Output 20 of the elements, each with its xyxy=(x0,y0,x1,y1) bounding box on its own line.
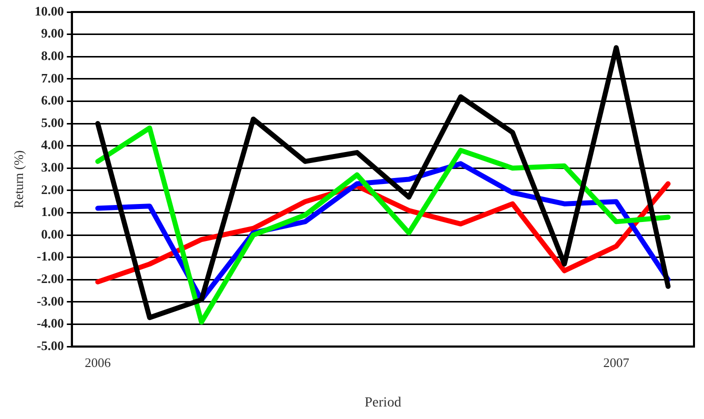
y-tick-label: 7.00 xyxy=(41,70,64,86)
y-tick-label: 4.00 xyxy=(41,137,64,152)
y-tick-label: 10.00 xyxy=(34,3,64,18)
y-tick-label: 2.00 xyxy=(41,182,64,197)
y-tick-label: -1.00 xyxy=(36,248,64,264)
y-tick-label: 0.00 xyxy=(41,226,64,242)
y-tick-label: -4.00 xyxy=(36,316,64,331)
y-tick-label: 5.00 xyxy=(41,114,64,130)
y-tick-label: 1.00 xyxy=(41,204,64,220)
y-tick-label: 3.00 xyxy=(41,160,64,175)
y-tick-label: 8.00 xyxy=(41,48,64,63)
x-tick-label: 2006 xyxy=(84,354,112,370)
y-axis-title: Return (%) xyxy=(11,150,26,208)
y-tick-label: -3.00 xyxy=(36,293,64,308)
y-tick-label: -2.00 xyxy=(36,271,64,286)
y-tick-label: -5.00 xyxy=(36,338,64,353)
y-tick-label: 9.00 xyxy=(41,26,64,41)
y-tick-label: 6.00 xyxy=(41,92,64,108)
x-axis-title: Period xyxy=(364,395,402,410)
x-tick-label: 2007 xyxy=(603,354,630,370)
